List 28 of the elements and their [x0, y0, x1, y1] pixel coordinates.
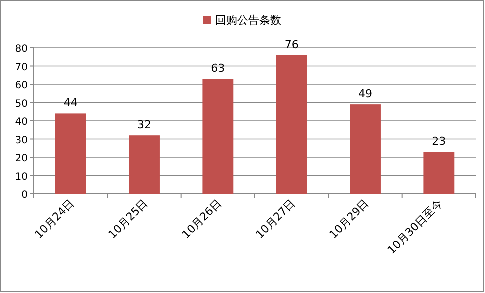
y-tick-label: 10 — [15, 172, 28, 183]
data-label: 32 — [138, 118, 152, 132]
y-tick-label: 40 — [15, 117, 28, 128]
bar — [424, 152, 455, 194]
y-tick-label: 60 — [15, 80, 28, 92]
bar — [350, 104, 381, 194]
data-label: 63 — [211, 62, 226, 76]
data-label: 76 — [284, 38, 299, 52]
y-tick-label: 0 — [22, 190, 28, 201]
x-tick-label: 10月25日 — [106, 196, 151, 242]
y-tick-label: 70 — [15, 62, 28, 74]
data-label: 44 — [64, 96, 78, 110]
x-tick-label: 10月24日 — [32, 196, 77, 242]
bar — [276, 55, 308, 194]
data-label: 49 — [358, 88, 372, 101]
y-tick-label: 50 — [15, 98, 28, 110]
y-tick-label: 20 — [15, 154, 28, 164]
legend-label: 回购公告条数 — [216, 14, 282, 27]
bar — [202, 79, 234, 194]
y-tick-label: 30 — [15, 135, 28, 146]
data-label: 23 — [432, 135, 446, 148]
bar — [55, 114, 86, 194]
bar — [129, 136, 160, 194]
y-tick-label: 80 — [15, 44, 28, 55]
x-tick-label: 10月29日 — [327, 196, 372, 242]
x-tick-label: 10月27日 — [253, 196, 298, 242]
x-tick-label: 10月30日至今 — [385, 196, 446, 258]
x-tick-label: 10月26日 — [180, 196, 224, 242]
